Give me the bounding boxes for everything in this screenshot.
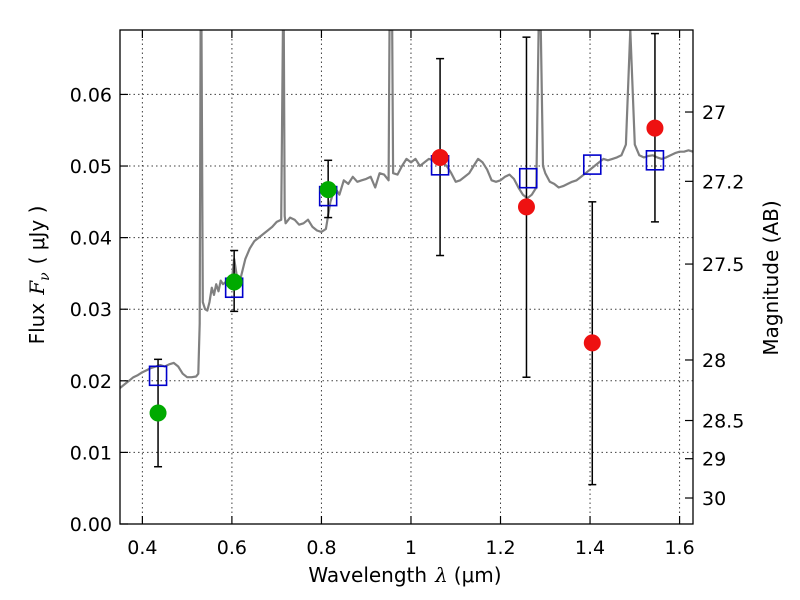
y-tick-label: 0.00 (70, 514, 112, 536)
mag-tick-label: 27.5 (702, 254, 744, 276)
mag-tick-label: 28.5 (702, 411, 744, 433)
y-tick-label: 0.06 (70, 84, 112, 106)
error-bars (154, 32, 659, 486)
data-point (646, 119, 664, 137)
mag-tick-label: 30 (702, 488, 726, 510)
axis-ticks: 0.4 0.6 0.8 1 1.2 1.4 1.6 0.00 0.01 0.02 0.03 0.04 0… (70, 30, 744, 559)
data-point (225, 273, 243, 291)
data-point (319, 181, 337, 199)
mag-tick-label: 27.2 (702, 171, 744, 193)
grid (120, 30, 693, 524)
model-spectrum (120, 30, 693, 389)
y-tick-label: 0.03 (70, 299, 112, 321)
observed-photometry (149, 119, 664, 422)
y2-axis-title: Magnitude (AB) (759, 200, 783, 355)
mag-tick-label: 27 (702, 102, 726, 124)
y-axis-title: FluxFν( μJy ) (25, 206, 53, 345)
data-point (517, 198, 535, 216)
y-tick-label: 0.01 (70, 442, 112, 464)
data-point (431, 148, 449, 166)
data-point (149, 404, 167, 422)
x-tick-label: 1.2 (485, 537, 515, 559)
x-axis-title: Wavelength λ (μm) (308, 563, 501, 587)
x-tick-label: 0.4 (127, 537, 157, 559)
x-tick-label: 0.8 (306, 537, 336, 559)
mag-tick-label: 28 (702, 350, 726, 372)
model-photometry-point (148, 365, 168, 387)
y-tick-label: 0.02 (70, 371, 112, 393)
model-photometry-point (645, 150, 665, 171)
plot-frame (119, 29, 694, 525)
mag-tick-label: 29 (702, 449, 726, 471)
model-photometry-point (518, 167, 538, 189)
spectrum-line (120, 30, 693, 389)
model-photometry-point (582, 154, 602, 175)
x-tick-label: 1.6 (664, 537, 694, 559)
x-tick-label: 0.6 (217, 537, 247, 559)
y-tick-label: 0.04 (70, 228, 112, 250)
y-tick-label: 0.05 (70, 156, 112, 178)
data-point (583, 334, 601, 352)
model-photometry (148, 150, 665, 387)
x-tick-label: 1.4 (575, 537, 605, 559)
x-tick-label: 1 (405, 537, 417, 559)
